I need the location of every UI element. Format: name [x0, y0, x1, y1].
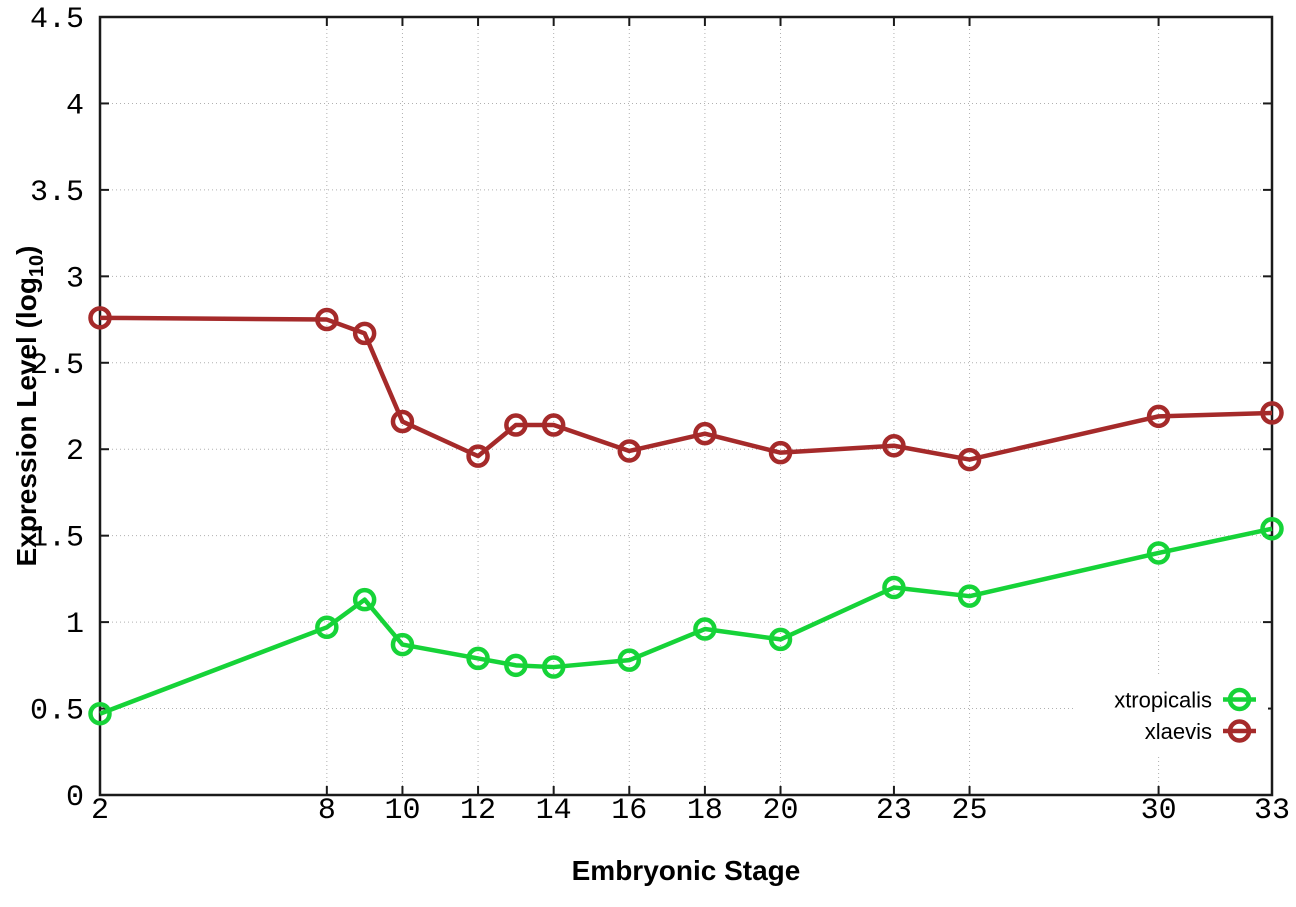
x-tick-label: 2	[91, 794, 109, 828]
x-tick-label: 18	[687, 794, 723, 828]
y-tick-label: 0.5	[30, 695, 84, 729]
data-point-xlaevis	[882, 434, 906, 458]
data-point-xtropicalis	[352, 587, 377, 612]
y-tick-label: 1	[66, 608, 84, 642]
x-tick-label: 8	[318, 794, 336, 828]
data-point-xlaevis	[1260, 401, 1284, 425]
x-tick-label: 14	[536, 794, 572, 828]
data-point-xtropicalis	[693, 617, 717, 641]
data-point-xtropicalis	[504, 653, 528, 678]
y-tick-label: 0	[66, 781, 84, 815]
x-tick-label: 10	[384, 794, 420, 828]
y-tick-label: 3	[66, 262, 84, 296]
legend-label-xlaevis: xlaevis	[1145, 719, 1212, 744]
series-line-xlaevis	[99, 315, 1273, 462]
x-axis-title: Embryonic Stage	[572, 855, 801, 886]
x-tick-label: 16	[611, 794, 647, 828]
x-tick-label: 25	[952, 794, 988, 828]
y-tick-label: 1.5	[30, 522, 84, 556]
y-tick-label: 4	[66, 89, 84, 123]
y-tick-label: 3.5	[30, 176, 84, 210]
x-tick-label: 30	[1141, 794, 1177, 828]
y-tick-label: 2	[66, 435, 84, 469]
data-point-xlaevis	[957, 447, 982, 472]
data-point-xlaevis	[315, 307, 339, 332]
data-point-xlaevis	[352, 321, 377, 346]
data-point-xlaevis	[541, 413, 566, 437]
x-tick-label: 12	[460, 794, 496, 828]
data-point-xtropicalis	[617, 648, 642, 672]
x-tick-label: 33	[1254, 794, 1290, 828]
plot-area	[100, 17, 1272, 795]
data-point-xtropicalis	[88, 701, 112, 726]
data-point-xtropicalis	[1260, 517, 1284, 541]
y-axis-title: Expression Level (log10)	[11, 246, 48, 567]
data-point-xlaevis	[1146, 404, 1171, 429]
legend-label-xtropicalis: xtropicalis	[1114, 688, 1212, 713]
data-point-xtropicalis	[1146, 541, 1171, 565]
data-point-xlaevis	[617, 439, 642, 463]
data-point-xtropicalis	[315, 615, 339, 640]
legend-marker-xtropicalis	[1227, 687, 1252, 712]
legend-marker-xlaevis	[1227, 719, 1252, 743]
x-tick-label: 20	[763, 794, 799, 828]
data-point-xlaevis	[88, 306, 112, 330]
data-point-xlaevis	[504, 413, 528, 437]
plot-border	[98, 15, 1274, 797]
x-tick-label: 23	[876, 794, 912, 828]
data-point-xlaevis	[693, 421, 717, 446]
data-point-xtropicalis	[541, 655, 566, 679]
data-point-xtropicalis	[768, 627, 793, 652]
y-tick-label: 4.5	[30, 3, 84, 37]
data-point-xlaevis	[466, 444, 490, 468]
data-point-xtropicalis	[957, 584, 982, 608]
data-point-xtropicalis	[882, 575, 906, 600]
data-point-xlaevis	[768, 440, 793, 465]
data-point-xtropicalis	[466, 646, 490, 671]
data-point-xtropicalis	[390, 632, 415, 657]
data-point-xlaevis	[390, 409, 415, 434]
y-tick-label: 2.5	[30, 349, 84, 383]
